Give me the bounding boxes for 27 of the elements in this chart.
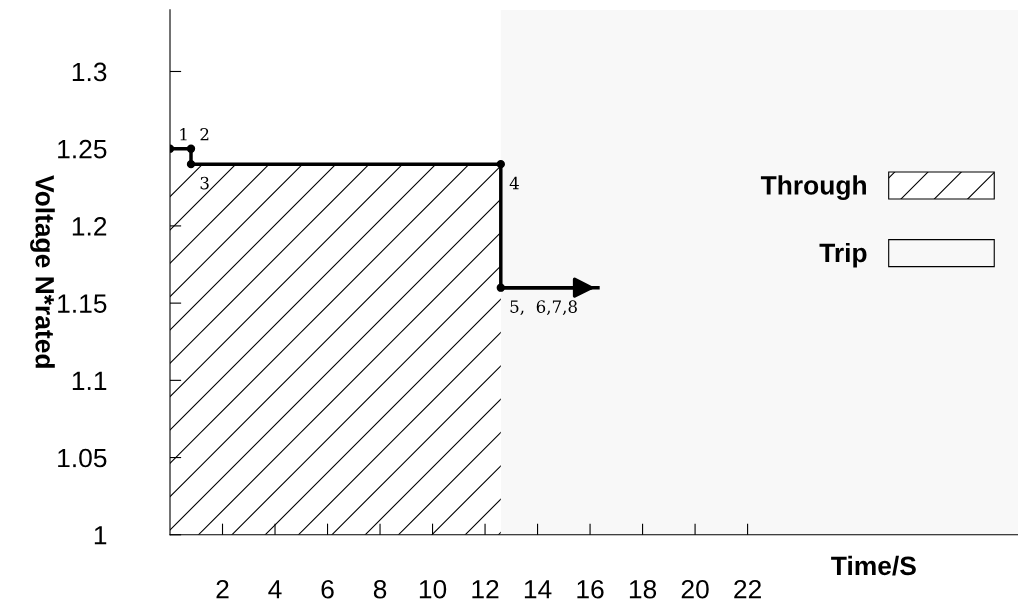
annotation: 4	[509, 176, 519, 190]
x-tick-label: 14	[524, 580, 552, 599]
y-tick-label: 1.15	[58, 294, 107, 313]
y-tick-label: 1.2	[72, 217, 107, 236]
x-tick-label: 10	[419, 579, 447, 599]
annotation: 1	[180, 127, 187, 141]
annotation: 2	[200, 127, 209, 141]
x-tick-label: 16	[577, 579, 604, 599]
x-tick-label: 22	[734, 579, 761, 599]
x-tick-label: 6	[321, 579, 334, 599]
annotation: 5, 6,7,8	[510, 300, 577, 315]
x-tick-label: 4	[268, 580, 282, 599]
x-tick-label: 12	[472, 579, 499, 599]
annotation: 3	[200, 176, 209, 190]
y-tick-label: 1.1	[72, 371, 107, 390]
x-tick-label: 18	[629, 579, 657, 599]
x-tick-label: 8	[373, 579, 387, 599]
legend-label: Through	[760, 175, 866, 200]
y-tick-label: 1.05	[58, 448, 107, 468]
y-tick-label: 1.3	[72, 62, 107, 82]
x-tick-label: 20	[681, 579, 709, 599]
band-label: Trip	[819, 242, 867, 268]
y-tick-label: 1	[94, 526, 107, 545]
x-axis-title: Time/S	[831, 555, 916, 576]
x-tick-label: 2	[216, 579, 229, 599]
y-axis-title: Voltage N*rated	[30, 175, 55, 368]
y-tick-label: 1.25	[58, 139, 107, 159]
